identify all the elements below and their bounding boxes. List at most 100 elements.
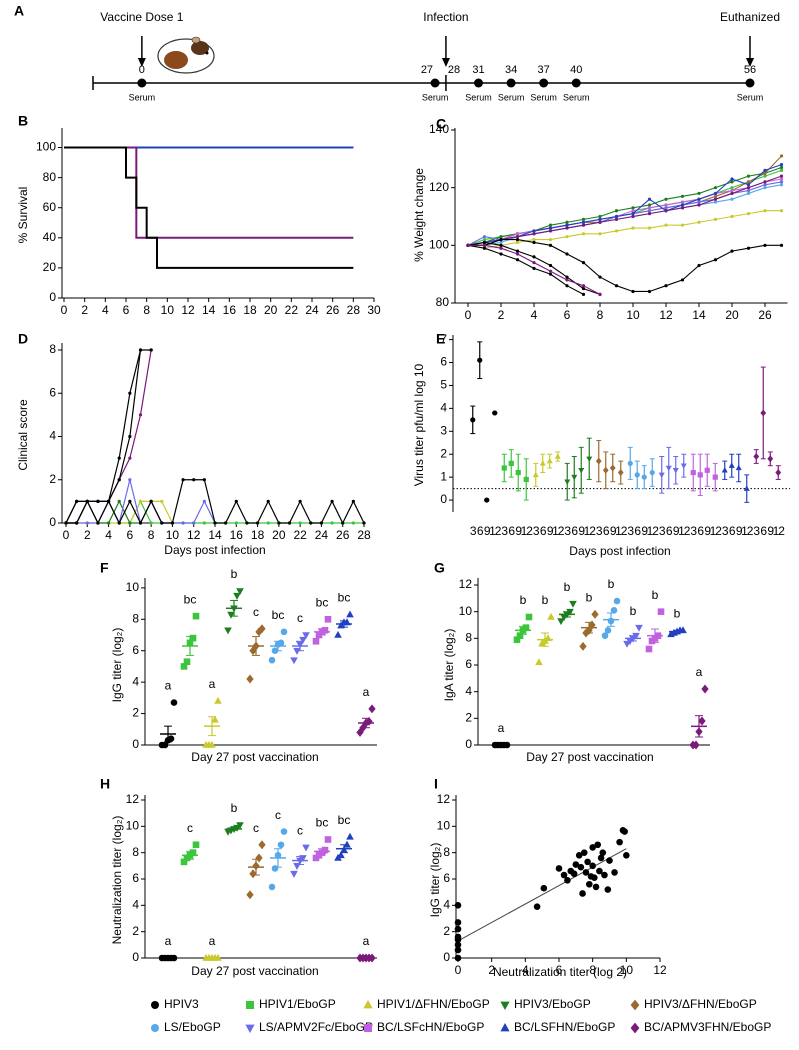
mean-marker [564,479,571,485]
data-point [616,838,623,846]
data-point [730,188,734,193]
data-point [647,203,652,207]
panel-label: I [434,776,438,792]
serum-label: Serum [530,92,557,102]
data-point [532,229,536,233]
significance-letter: b [231,567,238,581]
data-point [255,853,263,863]
data-point [598,217,602,221]
data-point [588,620,596,630]
data-point [680,203,685,207]
data-point [532,232,536,236]
data-point [128,499,132,503]
data-point [499,243,503,247]
data-point [324,615,332,623]
significance-letter: a [165,934,172,948]
data-point [763,180,767,184]
data-point [515,232,520,236]
data-point [697,191,701,196]
y-tick-label: 8 [443,845,450,859]
data-point [730,191,734,196]
data-point [631,226,635,230]
data-point [255,521,260,525]
mean-marker [515,469,521,476]
x-tick-label: 9 [515,524,522,538]
x-tick-label: 6 [634,524,641,538]
data-point [746,186,751,190]
data-point [746,212,751,216]
y-tick-label: 10 [437,819,451,833]
data-point [454,925,462,933]
mean-marker [595,457,602,465]
panel-label: E [436,331,445,347]
x-tick-label: 2 [81,303,88,317]
x-tick-label: 10 [620,963,634,977]
data-point [138,413,143,417]
data-point [730,186,734,190]
data-point [362,521,366,525]
data-point [601,871,608,879]
data-point [266,499,270,503]
data-point [589,862,596,870]
mean-marker [665,465,672,472]
legend-marker [363,1000,373,1009]
data-point [598,220,602,224]
x-tick-label: 14 [692,308,706,322]
data-point [138,521,143,525]
data-point [604,886,612,893]
x-tick-label: 9 [578,524,585,538]
data-point [499,240,503,245]
data-point [499,252,503,256]
significance-letter: c [253,605,259,619]
data-point [713,217,718,221]
data-point [570,870,578,878]
x-tick-label: 26 [336,528,350,542]
data-point [149,521,153,525]
x-tick-label: 12 [741,524,754,538]
x-axis-label: Day 27 post vaccination [191,964,318,978]
data-point [302,632,310,640]
significance-letter: a [209,677,216,691]
data-point [515,235,520,239]
data-point [298,521,302,525]
data-point [268,656,276,664]
significance-letter: c [297,611,303,625]
data-point [746,191,751,196]
data-point [302,844,310,852]
data-point [730,197,734,201]
data-point [202,478,206,482]
data-point [779,183,784,187]
mean-marker [492,410,498,416]
x-tick-label: 8 [143,303,150,317]
y-tick-label: 6 [443,871,450,885]
data-point [513,636,521,643]
day-label: 27 [421,64,433,76]
data-point [601,632,609,639]
data-point [183,658,191,666]
x-tick-label: 9 [641,524,648,538]
x-tick-label: 10 [161,303,175,317]
data-point [664,284,668,288]
x-tick-label: 24 [315,528,329,542]
x-tick-label: 26 [758,308,772,322]
data-point [614,214,619,219]
x-tick-label: 16 [230,528,244,542]
x-tick-label: 9 [673,524,680,538]
data-point [96,499,100,503]
data-point [779,165,784,170]
event-label: Euthanized [720,10,780,24]
serum-label: Serum [498,92,525,102]
y-tick-label: 40 [43,230,57,244]
x-tick-label: 6 [127,528,134,542]
legend-marker [151,1024,159,1032]
x-tick-label: 9 [767,524,774,538]
y-tick-label: 4 [49,429,56,443]
data-point [192,478,196,482]
data-point [697,197,701,201]
y-tick-label: 0 [440,492,447,506]
y-axis-label: % Survival [16,187,30,244]
mean-marker [728,462,735,468]
data-point [565,278,569,282]
data-point [614,209,619,213]
